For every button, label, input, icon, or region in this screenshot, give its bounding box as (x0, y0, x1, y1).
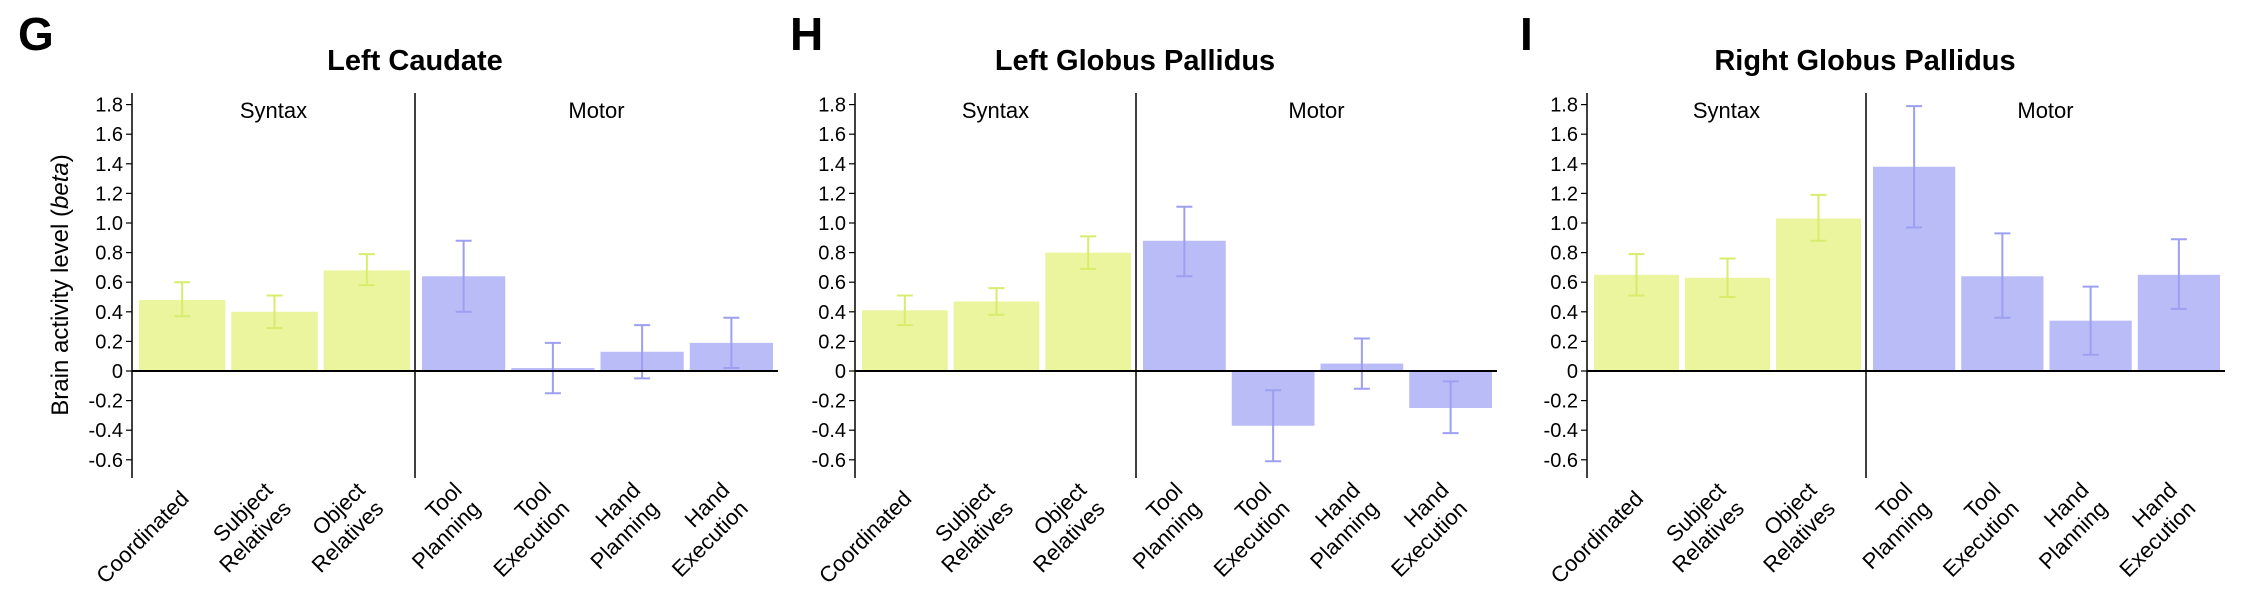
y-tick-label: 1.6 (1550, 124, 1578, 146)
y-tick-label: 1.4 (818, 154, 846, 176)
y-axis-label-unit: beta (47, 162, 74, 209)
category-label: SubjectRelatives (918, 477, 1018, 577)
y-tick-label: 0.2 (1550, 331, 1578, 353)
category-label: HandPlanning (567, 477, 664, 574)
y-tick-label: -0.2 (89, 391, 123, 413)
category-label: Coordinated (91, 486, 193, 588)
y-tick-label: -0.6 (812, 450, 846, 472)
chart-panel-g: G Left Caudate Brain activity level (beta)… (18, 8, 778, 588)
bar-syntax-2 (1045, 252, 1131, 371)
category-label: ObjectRelatives (1740, 477, 1840, 577)
y-tick-label: 0.8 (95, 243, 123, 265)
category-label: ObjectRelatives (1010, 477, 1110, 577)
y-tick-label: 1.2 (1550, 183, 1578, 205)
y-tick-label: 1.6 (818, 124, 846, 146)
y-tick-label: -0.6 (89, 450, 123, 472)
y-tick-label: -0.6 (1544, 450, 1578, 472)
y-axis-label-text: Brain activity level ( (47, 209, 74, 416)
y-tick-label: 1.0 (95, 213, 123, 235)
y-tick-label: 0.6 (1550, 272, 1578, 294)
category-label: ToolPlanning (388, 477, 485, 574)
y-tick-label: 0.4 (1550, 302, 1578, 324)
chart-panel-h: H Left Globus Pallidus 1.8 1.6 1.4 1.2 1.0 0.8 0… (790, 8, 1497, 588)
y-tick-label: 0.8 (818, 243, 846, 265)
category-label: HandPlanning (2015, 477, 2112, 574)
y-tick-label: -0.2 (1544, 391, 1578, 413)
category-label-line: Coordinated (91, 486, 193, 588)
category-label-line: Coordinated (1546, 486, 1648, 588)
category-label: Coordinated (814, 486, 916, 588)
y-tick-label: 0.2 (95, 331, 123, 353)
category-label: SubjectRelatives (1649, 477, 1749, 577)
category-label: ObjectRelatives (288, 477, 388, 577)
y-tick-label: 0.6 (95, 272, 123, 294)
category-label: ToolPlanning (1839, 477, 1936, 574)
y-axis-label-close: ) (47, 154, 74, 162)
panel-letter: G (18, 8, 54, 60)
y-tick-label: 1.8 (1550, 95, 1578, 117)
y-tick-label: -0.4 (89, 420, 123, 442)
y-tick-label: 1.2 (95, 183, 123, 205)
group-label-motor: Motor (2017, 98, 2073, 123)
y-tick-label: 0.2 (818, 331, 846, 353)
category-label: ToolExecution (470, 477, 574, 581)
y-tick-label: 0 (112, 361, 123, 383)
y-tick-label: 1.2 (818, 183, 846, 205)
y-tick-label: 0.8 (1550, 243, 1578, 265)
chart-title: Right Globus Pallidus (1714, 45, 2015, 77)
y-tick-label: 0.4 (818, 302, 846, 324)
group-label-motor: Motor (1288, 98, 1344, 123)
y-tick-label: 1.4 (95, 154, 123, 176)
group-label-syntax: Syntax (1693, 98, 1760, 123)
category-label: SubjectRelatives (196, 477, 296, 577)
category-label: HandPlanning (1287, 477, 1384, 574)
y-tick-label: 0.4 (95, 302, 123, 324)
bar-syntax-2 (323, 270, 410, 371)
y-tick-label: 0.6 (818, 272, 846, 294)
y-tick-label: 1.4 (1550, 154, 1578, 176)
category-label-line: Coordinated (814, 486, 916, 588)
category-label: HandExecution (1368, 477, 1472, 581)
panel-letter: I (1520, 8, 1533, 60)
chart-title: Left Caudate (327, 45, 503, 77)
y-tick-label: -0.4 (1544, 420, 1578, 442)
y-tick-label: 0 (1567, 361, 1578, 383)
category-label: HandExecution (2096, 477, 2200, 581)
y-axis-label: Brain activity level (beta) (47, 154, 74, 415)
group-label-syntax: Syntax (240, 98, 307, 123)
group-label-motor: Motor (568, 98, 624, 123)
y-tick-label: 0 (835, 361, 846, 383)
chart-panel-i: I Right Globus Pallidus 1.8 1.6 1.4 1.2 1.0 0.8… (1520, 8, 2225, 588)
y-tick-label: 1.0 (1550, 213, 1578, 235)
y-tick-label: 1.8 (95, 95, 123, 117)
group-label-syntax: Syntax (962, 98, 1029, 123)
y-tick-label: 1.8 (818, 95, 846, 117)
y-tick-label: 1.6 (95, 124, 123, 146)
y-tick-label: -0.4 (812, 420, 846, 442)
category-label: Coordinated (1546, 486, 1648, 588)
y-tick-label: 1.0 (818, 213, 846, 235)
panel-letter: H (790, 8, 823, 60)
chart-title: Left Globus Pallidus (995, 45, 1275, 77)
bar-syntax-2 (1776, 218, 1861, 371)
category-label: HandExecution (648, 477, 752, 581)
y-tick-label: -0.2 (812, 391, 846, 413)
category-label: ToolExecution (1190, 477, 1294, 581)
category-label: ToolExecution (1919, 477, 2023, 581)
category-label: ToolPlanning (1109, 477, 1206, 574)
